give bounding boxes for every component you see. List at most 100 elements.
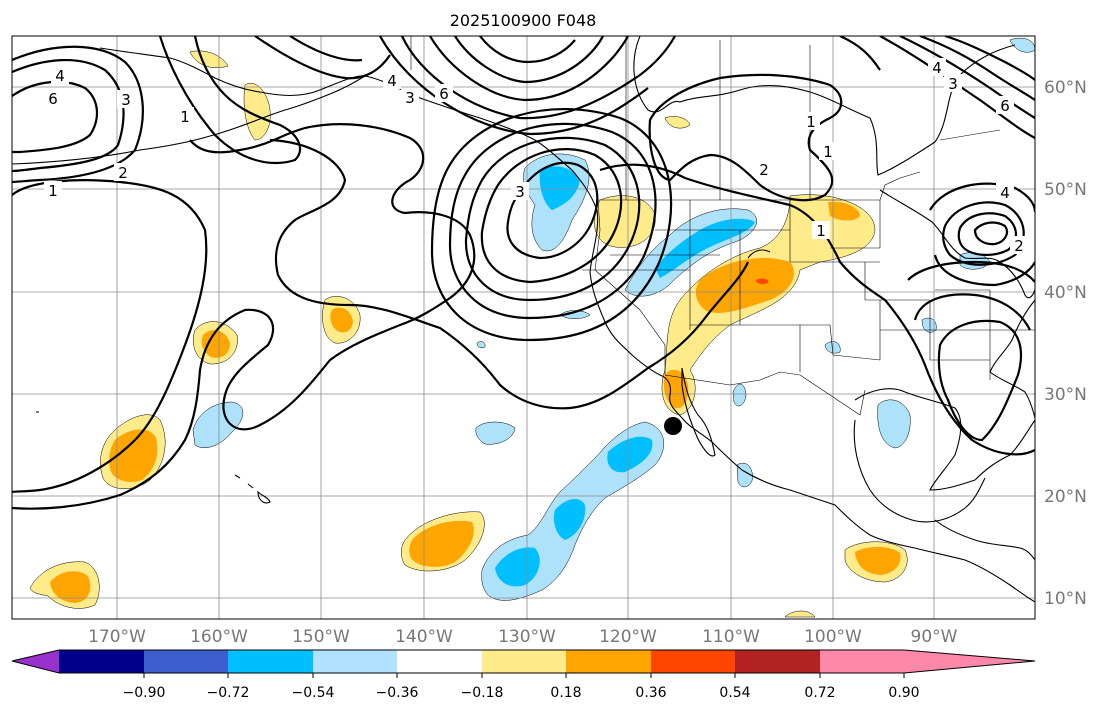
longitude-label: 90°W — [911, 627, 958, 647]
contour-lines — [12, 36, 1035, 510]
contour-label: 3 — [515, 183, 525, 201]
contour-line — [401, 36, 676, 120]
colorbar-tick-label: −0.18 — [461, 685, 504, 701]
colorbar-segment — [59, 650, 144, 673]
contour-line — [12, 45, 144, 184]
contour-label: 2 — [759, 161, 769, 179]
contour-line — [158, 36, 302, 164]
anomaly-region — [607, 436, 653, 473]
colorbar-ticks — [143, 673, 905, 678]
anomaly-region — [243, 83, 271, 141]
anomaly-region — [877, 399, 911, 449]
contour-line — [12, 58, 125, 173]
contour-line — [429, 36, 629, 102]
contour-line — [973, 221, 1009, 246]
latitude-axis: 60°N 50°N 40°N 30°N 20°N 10°N — [1044, 78, 1087, 609]
figure-title: 2025100900 F048 — [450, 11, 597, 30]
longitude-label: 150°W — [292, 627, 350, 647]
coastline — [633, 36, 1016, 176]
colorbar-tick-label: −0.36 — [376, 685, 419, 701]
anomaly-region — [664, 116, 691, 129]
longitude-label: 120°W — [599, 627, 657, 647]
colorbar-segment — [228, 650, 313, 673]
anomaly-region — [330, 307, 353, 333]
anomaly-region — [192, 401, 244, 448]
colorbar-tick-label: −0.72 — [207, 685, 250, 701]
contour-line — [430, 107, 673, 342]
anomaly-region — [784, 610, 816, 618]
contour-line — [480, 148, 623, 284]
coastline — [36, 249, 771, 413]
contour-line — [937, 319, 1022, 442]
contour-line — [506, 161, 599, 260]
anomaly-region — [661, 194, 876, 416]
contour-label: 2 — [1014, 237, 1024, 255]
latitude-label: 20°N — [1044, 487, 1087, 507]
latitude-label: 40°N — [1044, 283, 1087, 303]
contour-label: 1 — [48, 182, 58, 200]
contour-label: 6 — [48, 90, 58, 108]
latitude-label: 60°N — [1044, 78, 1087, 98]
colorbar-segment — [313, 650, 397, 673]
colorbar-tick-label: 0.72 — [804, 685, 835, 701]
latitude-label: 30°N — [1044, 385, 1087, 405]
map-background — [12, 36, 1035, 619]
contour-label: 4 — [387, 72, 397, 90]
coastline — [934, 519, 1035, 561]
anomaly-region — [553, 498, 586, 540]
contour-line — [454, 36, 604, 84]
longitude-label: 170°W — [88, 627, 146, 647]
colorbar-tick-label: 0.54 — [719, 685, 750, 701]
anomaly-region — [756, 278, 769, 284]
colorbar-extension-left — [12, 650, 59, 673]
contour-line — [899, 36, 1035, 119]
latitude-label: 10°N — [1044, 589, 1087, 609]
contour-label: 6 — [1000, 97, 1010, 115]
location-marker — [664, 417, 682, 435]
anomaly-region — [409, 520, 474, 567]
contour-line — [879, 36, 1035, 139]
contour-label: 1 — [816, 222, 826, 240]
border-line — [610, 200, 881, 256]
colorbar-segment — [482, 650, 566, 673]
contour-line — [254, 36, 391, 80]
anomaly-region — [50, 571, 91, 603]
anomaly-region — [655, 218, 755, 278]
colorbar-segment — [144, 650, 228, 673]
anomaly-region — [1009, 37, 1035, 53]
anomaly-region — [201, 330, 230, 358]
longitude-label: 140°W — [395, 627, 453, 647]
colorbar-tick-label: −0.54 — [292, 685, 335, 701]
colorbar-tick-label: −0.90 — [123, 685, 166, 701]
contour-label: 4 — [55, 67, 65, 85]
contour-line — [12, 123, 476, 510]
longitude-label: 160°W — [190, 627, 248, 647]
contour-line — [919, 36, 1035, 101]
contour-line — [933, 254, 1035, 287]
colorbar-segment — [566, 650, 651, 673]
contour-line — [942, 201, 1025, 266]
contour-label: 1 — [823, 143, 833, 161]
colorbar-segment — [651, 650, 735, 673]
anomaly-region — [559, 310, 591, 319]
contour-line — [289, 36, 363, 62]
contour-line — [379, 36, 649, 136]
coastline — [879, 189, 1035, 299]
longitude-axis: 170°W 160°W 150°W 140°W 130°W 120°W 110°… — [88, 627, 958, 647]
contour-line — [839, 36, 881, 71]
anomaly-region — [495, 547, 540, 587]
contour-line — [12, 179, 208, 494]
coastline — [364, 75, 1035, 603]
contour-label: 2 — [118, 164, 128, 182]
map-frame — [11, 35, 1036, 620]
contour-line — [907, 260, 1035, 283]
anomaly-region — [476, 341, 486, 349]
coastline — [854, 388, 1035, 491]
contour-line — [479, 36, 576, 64]
coastline — [99, 47, 366, 97]
anomaly-region — [732, 383, 747, 407]
longitude-label: 130°W — [498, 627, 556, 647]
longitude-label: 110°W — [702, 627, 760, 647]
anomaly-region — [475, 421, 516, 445]
